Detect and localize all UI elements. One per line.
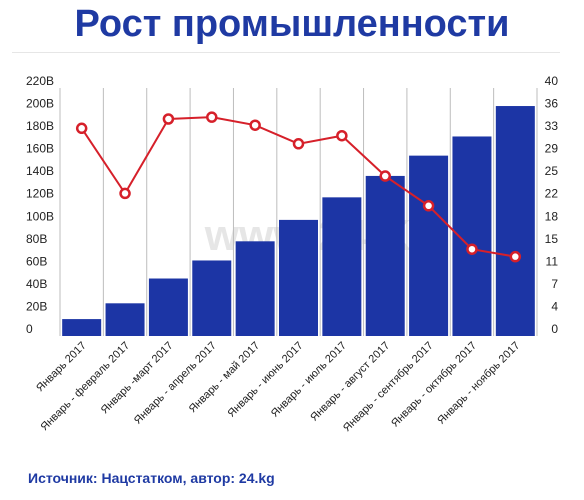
y-left-tick-label: 80B (26, 232, 47, 246)
y-right-tick-label: 18 (545, 209, 559, 223)
y-left-tick-label: 60B (26, 254, 47, 268)
line-point (75, 122, 88, 135)
bar-series (62, 106, 535, 336)
line-point (206, 111, 218, 123)
line-point (119, 187, 131, 200)
bar (495, 106, 535, 336)
line-point (336, 129, 348, 142)
y-axis-right: 0 4 7 11 15 18 22 25 29 33 36 40 (545, 74, 559, 336)
x-tick-label: Январь - февраль 2017 (39, 340, 133, 434)
y-right-tick-label: 15 (545, 232, 559, 246)
y-left-tick-label: 180B (26, 119, 54, 133)
line-series (75, 111, 522, 263)
source-note: Источник: Нацстатком, автор: 24.kg (28, 470, 275, 486)
x-tick-label: Январь - октябрь 2017 (389, 340, 479, 430)
title-divider (12, 52, 560, 53)
y-right-tick-label: 40 (545, 74, 559, 88)
y-left-tick-label: 40B (26, 277, 47, 291)
y-left-tick-label: 20B (26, 299, 47, 313)
y-left-tick-label: 200B (26, 97, 54, 111)
y-right-tick-label: 33 (545, 119, 559, 133)
y-right-tick-label: 22 (545, 187, 559, 201)
bar (148, 278, 188, 336)
y-left-tick-label: 220B (26, 74, 54, 88)
line-point (379, 170, 391, 182)
grid (59, 88, 538, 336)
y-left-tick-label: 160B (26, 142, 54, 156)
y-right-tick-label: 29 (545, 142, 559, 156)
bar (105, 303, 145, 336)
y-right-tick-label: 7 (551, 277, 558, 291)
line-point (509, 250, 522, 263)
bar (365, 175, 405, 336)
y-left-tick-label: 140B (26, 164, 54, 178)
x-tick-label: Январь - июнь 2017 (226, 340, 306, 420)
y-right-tick-label: 25 (545, 164, 559, 178)
y-axis-left: 0 20B 40B 60B 80B 100B 120B 140B 160B 180B 200B 220… (26, 74, 54, 336)
y-left-tick-label: 0 (26, 322, 33, 336)
line-point (249, 119, 261, 131)
x-tick-label: Январь - август 2017 (308, 340, 392, 424)
line-point (422, 200, 435, 212)
x-tick-label: Январь - сентябрь 2017 (341, 340, 436, 435)
y-left-tick-label: 100B (26, 209, 54, 223)
bar (409, 155, 449, 336)
y-left-tick-label: 120B (26, 187, 54, 201)
line-point (292, 138, 305, 150)
bar (279, 219, 318, 336)
x-tick-label: Январь - ноябрь 2017 (435, 340, 522, 427)
x-tick-label: Январь - июль 2017 (269, 340, 349, 420)
x-tick-label: Январь -март 2017 (99, 340, 176, 417)
bar (62, 319, 102, 336)
chart-title: Рост промышленности (74, 3, 510, 45)
x-tick-label: Январь - апрель 2017 (132, 340, 219, 427)
line-point (162, 113, 175, 125)
bar (322, 197, 362, 336)
bar (192, 260, 232, 336)
y-right-tick-label: 36 (545, 97, 559, 111)
line-point (466, 243, 478, 255)
y-right-tick-label: 11 (546, 254, 559, 268)
y-right-tick-label: 0 (551, 322, 558, 336)
y-right-tick-label: 4 (551, 299, 558, 313)
bar (235, 241, 275, 336)
